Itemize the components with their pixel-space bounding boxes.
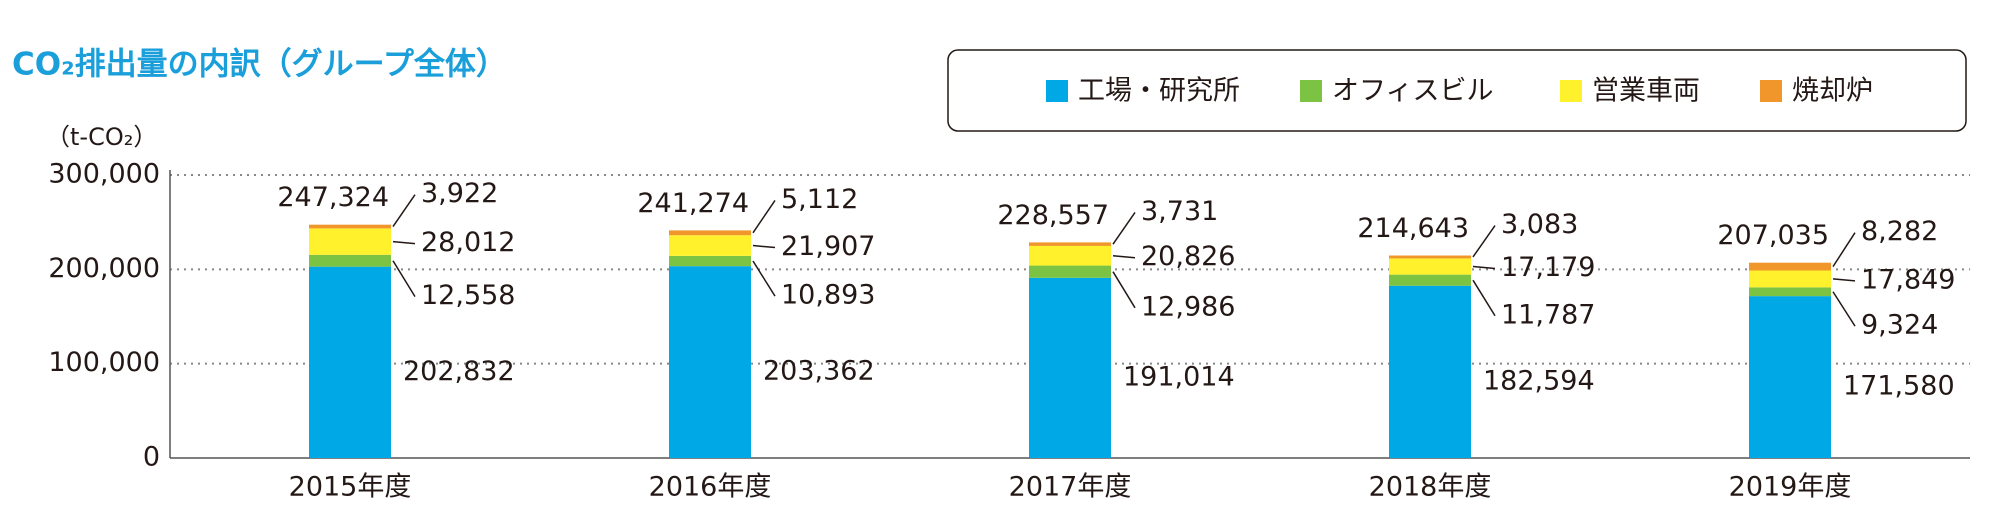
y-tick-label: 300,000 <box>48 159 160 190</box>
total-label: 207,035 <box>1717 220 1829 251</box>
x-tick-label: 2016年度 <box>649 472 772 503</box>
bar-segment <box>1029 265 1111 278</box>
value-label: 191,014 <box>1123 361 1235 392</box>
total-label: 228,557 <box>997 200 1109 231</box>
bar-segment <box>669 235 751 256</box>
bar-segment <box>309 228 391 255</box>
value-label: 3,731 <box>1141 196 1218 227</box>
bar-segment <box>1389 255 1471 259</box>
y-tick-label: 100,000 <box>48 347 160 378</box>
bar-segment <box>1749 270 1831 288</box>
value-label: 12,986 <box>1141 291 1235 322</box>
value-label: 171,580 <box>1843 371 1955 402</box>
bar-segment <box>669 266 751 458</box>
value-label: 9,324 <box>1861 310 1938 341</box>
legend-swatch <box>1300 80 1322 102</box>
bar-segment <box>1029 242 1111 246</box>
leader-line <box>752 260 776 297</box>
leader-line <box>752 244 776 249</box>
value-label: 17,179 <box>1501 252 1595 283</box>
total-label: 214,643 <box>1357 213 1469 244</box>
leader-line <box>1112 254 1136 259</box>
legend-swatch <box>1560 80 1582 102</box>
y-tick-label: 0 <box>143 442 160 473</box>
leader-line <box>1112 271 1136 309</box>
leader-line <box>392 260 416 298</box>
legend-swatch <box>1046 80 1068 102</box>
value-label: 21,907 <box>781 231 875 262</box>
leader-line <box>1472 225 1496 258</box>
chart-title: CO₂排出量の内訳（グループ全体） <box>12 47 507 83</box>
value-label: 182,594 <box>1483 365 1595 396</box>
legend-label: オフィスビル <box>1332 76 1493 107</box>
value-label: 5,112 <box>781 184 858 215</box>
value-label: 17,849 <box>1861 264 1955 295</box>
bar-segment <box>1029 277 1111 458</box>
x-tick-label: 2018年度 <box>1369 472 1492 503</box>
legend-label: 工場・研究所 <box>1078 76 1240 107</box>
leader-line <box>1832 232 1856 268</box>
bar-segment <box>309 224 391 229</box>
bar-segment <box>1389 285 1471 458</box>
value-label: 10,893 <box>781 280 875 311</box>
bar-segment <box>1749 287 1831 297</box>
legend-box <box>947 49 1967 132</box>
value-label: 20,826 <box>1141 241 1235 272</box>
leader-line <box>392 240 416 245</box>
value-label: 11,787 <box>1501 299 1595 330</box>
leader-line <box>1472 279 1496 317</box>
legend-swatch <box>1760 80 1782 102</box>
y-tick-label: 200,000 <box>48 253 160 284</box>
total-label: 241,274 <box>637 188 749 219</box>
value-label: 3,922 <box>421 178 498 209</box>
bar-segment <box>1029 245 1111 266</box>
x-tick-label: 2015年度 <box>289 472 412 503</box>
value-label: 3,083 <box>1501 209 1578 240</box>
leader-line <box>392 194 416 227</box>
leader-line <box>752 199 776 234</box>
bar-segment <box>1749 262 1831 271</box>
bar-segment <box>1389 274 1471 286</box>
y-axis-label: （t-CO₂） <box>46 123 157 151</box>
value-label: 28,012 <box>421 227 515 258</box>
bar-segment <box>669 230 751 236</box>
value-label: 202,832 <box>403 356 515 387</box>
bar-segment <box>669 255 751 267</box>
x-tick-label: 2019年度 <box>1729 472 1852 503</box>
leader-line <box>1112 211 1136 245</box>
legend-label: 焼却炉 <box>1792 76 1873 107</box>
value-label: 12,558 <box>421 280 515 311</box>
value-label: 203,362 <box>763 356 875 387</box>
leader-line <box>1832 278 1856 282</box>
legend-label: 営業車両 <box>1592 76 1700 107</box>
value-label: 8,282 <box>1861 216 1938 247</box>
bar-segment <box>309 254 391 267</box>
total-label: 247,324 <box>277 182 389 213</box>
leader-line <box>1472 265 1496 270</box>
leader-line <box>1832 291 1856 327</box>
bar-segment <box>1389 258 1471 275</box>
x-tick-label: 2017年度 <box>1009 472 1132 503</box>
bar-segment <box>309 266 391 458</box>
bar-segment <box>1749 296 1831 458</box>
